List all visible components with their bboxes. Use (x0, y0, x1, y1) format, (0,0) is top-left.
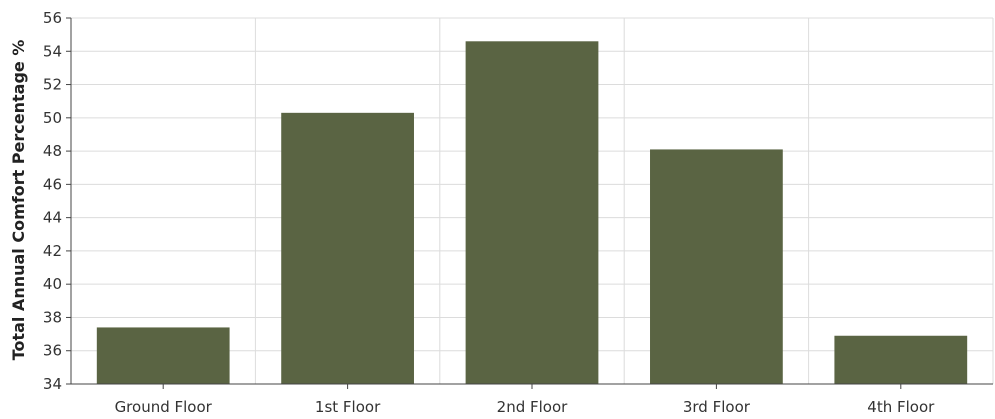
y-tick-label: 36 (43, 342, 62, 360)
bar-2nd-floor (465, 41, 599, 385)
bar-3rd-floor (650, 149, 783, 384)
y-tick-label: 40 (43, 275, 62, 293)
y-tick-label: 56 (43, 9, 62, 27)
x-category-label: 4th Floor (867, 398, 935, 416)
bar-ground-floor (96, 327, 230, 384)
y-tick-label: 46 (43, 175, 62, 193)
x-category-label: 1st Floor (315, 398, 381, 416)
y-tick-label: 48 (43, 142, 62, 160)
tick-labels: 34 36 38 40 42 44 46 48 50 52 54 56 Ground Floor 1st … (43, 9, 935, 416)
bars (96, 41, 968, 385)
y-axis-title: Total Annual Comfort Percentage % (9, 40, 28, 361)
axes (66, 17, 993, 389)
y-tick-label: 34 (43, 375, 62, 393)
bar-4th-floor (834, 335, 968, 384)
y-tick-label: 42 (43, 242, 62, 260)
y-tick-label: 50 (43, 109, 62, 127)
bar-1st-floor (281, 112, 414, 384)
x-category-label: Ground Floor (115, 398, 213, 416)
y-tick-label: 52 (43, 76, 62, 94)
y-tick-label: 54 (43, 42, 62, 60)
y-tick-label: 44 (43, 209, 62, 227)
x-category-label: 3rd Floor (683, 398, 751, 416)
x-category-label: 2nd Floor (497, 398, 568, 416)
y-tick-label: 38 (43, 308, 62, 326)
